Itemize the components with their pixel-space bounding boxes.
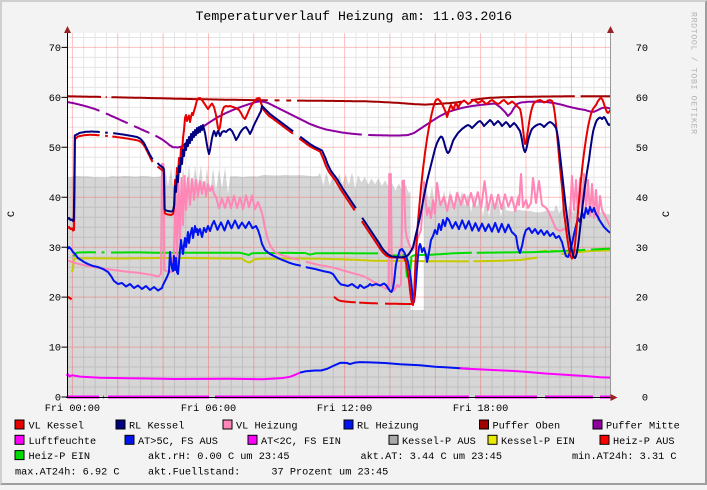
svg-text:Temperaturverlauf Heizung am:: Temperaturverlauf Heizung am: 11.03.2016 <box>196 9 513 24</box>
svg-text:50: 50 <box>49 143 61 155</box>
svg-text:40: 40 <box>636 193 648 205</box>
svg-text:C: C <box>6 211 18 217</box>
svg-text:Fri 18:00: Fri 18:00 <box>453 403 508 415</box>
svg-text:60: 60 <box>636 93 648 105</box>
svg-text:37 Prozent um 23:45: 37 Prozent um 23:45 <box>271 467 388 479</box>
svg-text:0: 0 <box>55 393 61 405</box>
svg-text:Kessel-P AUS: Kessel-P AUS <box>402 436 476 448</box>
svg-text:Fri 06:00: Fri 06:00 <box>181 403 236 415</box>
svg-text:AT<2C, FS EIN: AT<2C, FS EIN <box>261 436 341 448</box>
svg-text:0: 0 <box>642 393 648 405</box>
svg-text:30: 30 <box>636 243 648 255</box>
svg-text:Puffer Oben: Puffer Oben <box>493 421 561 433</box>
svg-text:RL Heizung: RL Heizung <box>357 421 419 433</box>
svg-text:akt.AT: 3.44 C um 23:45: akt.AT: 3.44 C um 23:45 <box>361 451 502 463</box>
svg-text:Luftfeuchte: Luftfeuchte <box>29 436 97 448</box>
svg-text:VL Heizung: VL Heizung <box>236 421 298 433</box>
svg-text:70: 70 <box>636 43 648 55</box>
svg-text:70: 70 <box>49 43 61 55</box>
svg-text:C: C <box>661 211 673 217</box>
svg-text:40: 40 <box>49 193 61 205</box>
svg-text:Heiz-P EIN: Heiz-P EIN <box>29 451 91 463</box>
svg-text:10: 10 <box>636 343 648 355</box>
svg-text:Fri 12:00: Fri 12:00 <box>317 403 372 415</box>
svg-text:10: 10 <box>49 343 61 355</box>
svg-text:20: 20 <box>636 293 648 305</box>
svg-text:Puffer Mitte: Puffer Mitte <box>606 421 680 433</box>
svg-text:max.AT24h: 6.92 C: max.AT24h: 6.92 C <box>15 467 120 479</box>
svg-text:20: 20 <box>49 293 61 305</box>
svg-text:akt.rH: 0.00 C um 23:45: akt.rH: 0.00 C um 23:45 <box>148 451 289 463</box>
svg-text:50: 50 <box>636 143 648 155</box>
svg-text:min.AT24h: 3.31 C: min.AT24h: 3.31 C <box>572 451 677 463</box>
svg-text:Kessel-P EIN: Kessel-P EIN <box>501 436 575 448</box>
svg-text:RL Kessel: RL Kessel <box>129 421 184 433</box>
svg-text:VL Kessel: VL Kessel <box>29 421 84 433</box>
svg-text:RRDTOOL / TOBI OETIKER: RRDTOOL / TOBI OETIKER <box>689 12 699 135</box>
svg-text:Fri 00:00: Fri 00:00 <box>45 403 100 415</box>
svg-text:60: 60 <box>49 93 61 105</box>
svg-text:Heiz-P AUS: Heiz-P AUS <box>613 436 675 448</box>
svg-text:30: 30 <box>49 243 61 255</box>
svg-text:AT>5C, FS AUS: AT>5C, FS AUS <box>138 436 218 448</box>
svg-text:akt.Fuellstand:: akt.Fuellstand: <box>148 467 240 479</box>
